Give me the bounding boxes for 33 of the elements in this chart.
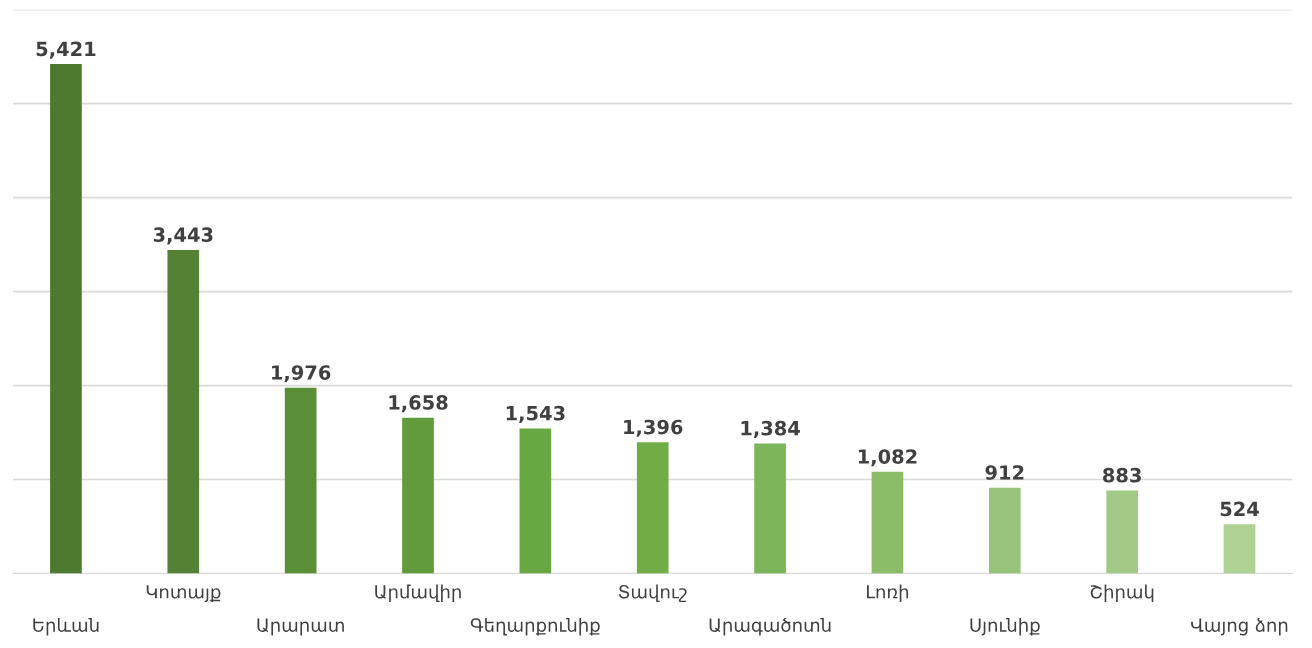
data-label: 1,543 [506,405,565,424]
data-label: 912 [985,465,1024,480]
bar [636,442,669,574]
data-label: 1,396 [624,419,683,437]
x-tick-label: Արարատ [257,618,344,636]
x-tick-label: Տավուշ [619,584,687,603]
bar [988,487,1021,574]
x-tick-label: Արմավիր [375,584,461,603]
bar [50,64,82,574]
bar [754,443,786,574]
x-tick-label: Արագածոտն [709,617,831,636]
x-tick-label: Վայոց ձոր [1191,617,1288,636]
x-tick-label: Երևան [33,617,99,636]
data-label: 1,976 [272,365,331,383]
bar [167,249,200,574]
bar [284,387,317,574]
bar [871,471,904,574]
data-label: 1,658 [389,395,448,413]
bar [1223,524,1256,574]
bar [402,417,434,574]
x-tick-label: Սյունիք [970,617,1040,636]
data-label: 1,082 [858,449,917,467]
data-label: 5,421 [36,41,96,59]
data-label: 883 [1103,467,1141,483]
data-label: 3,443 [153,227,213,245]
x-tick-label: Գեղարքունիք [470,617,600,636]
data-label: 1,384 [741,420,800,438]
bar [1106,490,1138,574]
x-tick-label: Կոտայք [146,585,221,603]
bar [519,428,552,574]
data-label: 524 [1220,501,1259,517]
x-tick-label: Լոռի [866,584,909,603]
x-tick-label: Շիրակ [1090,584,1154,603]
